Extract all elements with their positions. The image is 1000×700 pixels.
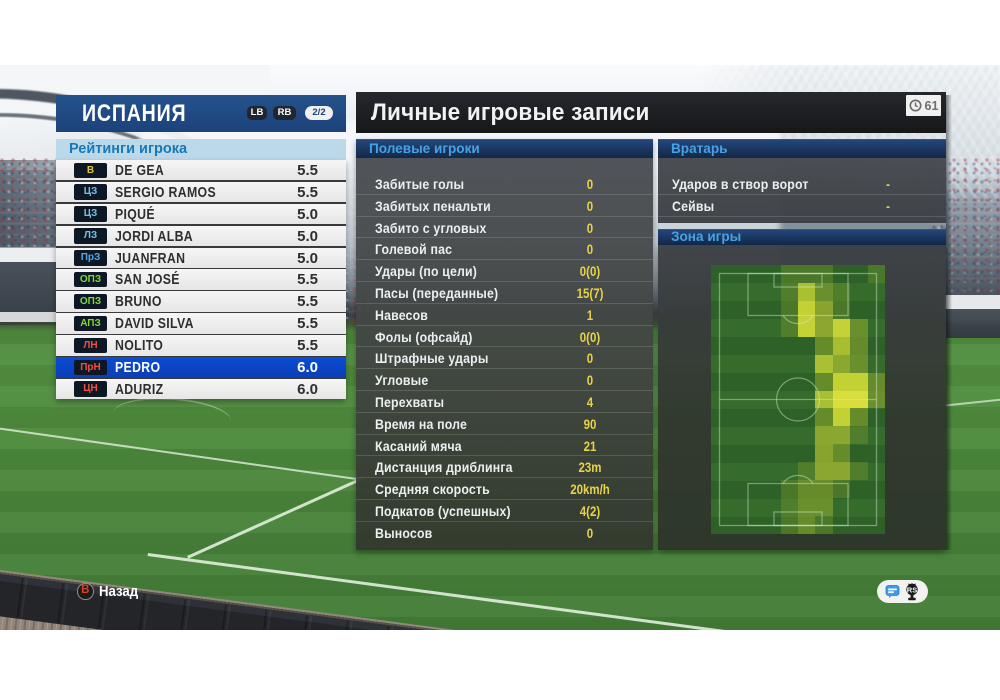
svg-text:RS: RS — [907, 585, 917, 594]
